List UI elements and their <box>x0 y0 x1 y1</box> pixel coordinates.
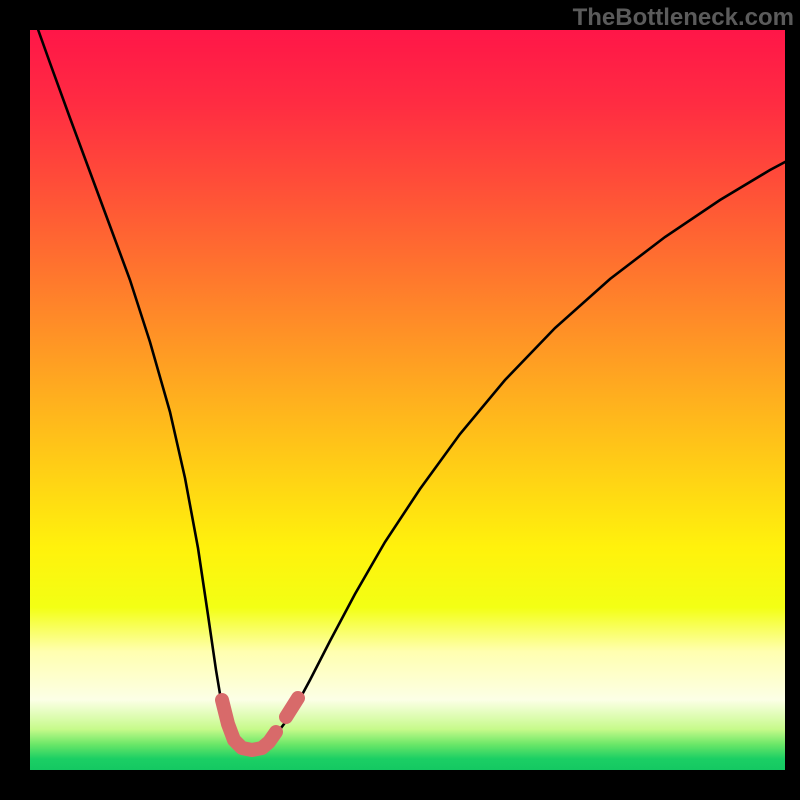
highlight-segment <box>286 698 298 717</box>
chart-curve-layer <box>0 0 800 800</box>
watermark-text: TheBottleneck.com <box>573 4 794 32</box>
main-curve <box>30 7 800 750</box>
highlight-stroke-group <box>222 698 298 750</box>
highlight-segment <box>222 700 276 750</box>
plot-area <box>30 30 785 770</box>
